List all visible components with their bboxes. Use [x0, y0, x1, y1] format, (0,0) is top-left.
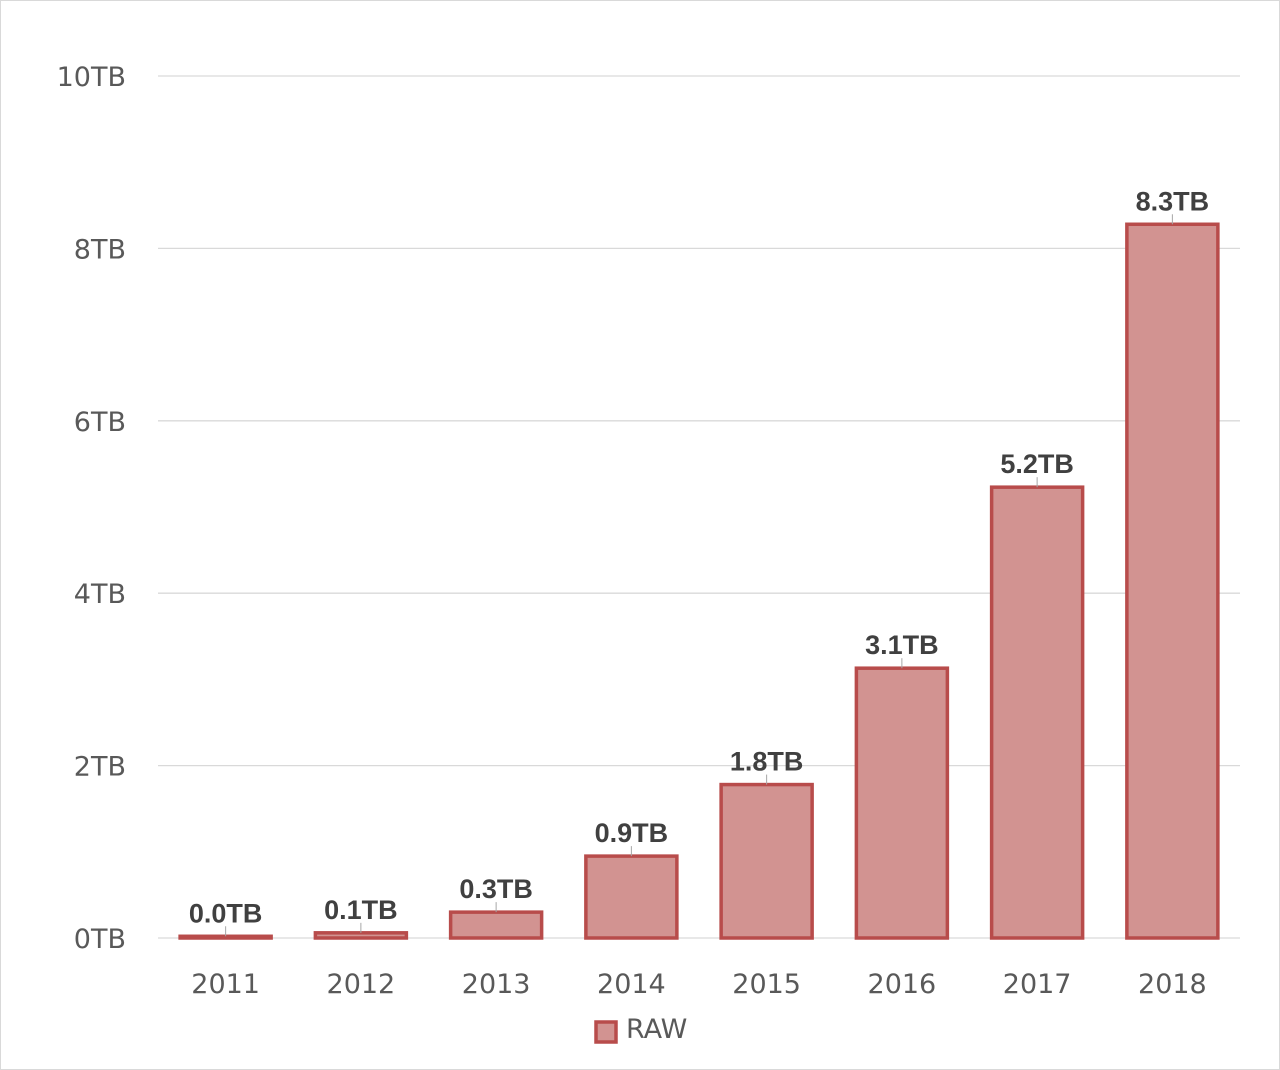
bars — [178, 222, 1220, 940]
bar-2018 — [1125, 222, 1220, 940]
y-tick-label: 0TB — [74, 924, 126, 955]
data-labels: 0.0TB 0.1TB 0.3TB 0.9TB 1.8TB 3.1TB 5.2TB 8.3TB — [189, 186, 1210, 937]
y-tick-label: 6TB — [74, 407, 126, 438]
x-tick-label: 2015 — [732, 969, 801, 1000]
bar-2012 — [313, 931, 409, 940]
data-label-2011: 0.0TB — [189, 898, 263, 928]
data-label-2012: 0.1TB — [324, 895, 398, 925]
y-tick-label: 10TB — [57, 62, 126, 93]
data-label-2016: 3.1TB — [865, 630, 939, 660]
x-tick-label: 2013 — [462, 969, 531, 1000]
data-label-2013: 0.3TB — [459, 874, 533, 904]
x-tick-label: 2016 — [868, 969, 937, 1000]
bar-2015 — [719, 782, 814, 940]
bar-2014 — [584, 854, 679, 940]
data-label-2018: 8.3TB — [1136, 186, 1210, 216]
data-label-2015: 1.8TB — [730, 747, 804, 777]
bar-2011 — [178, 934, 273, 940]
data-label-2017: 5.2TB — [1000, 449, 1074, 479]
y-axis-ticks: 0TB 2TB 4TB 6TB 8TB 10TB — [57, 62, 126, 955]
bar-2013 — [448, 910, 544, 940]
legend: RAW — [594, 1014, 687, 1045]
x-tick-label: 2017 — [1003, 969, 1072, 1000]
y-tick-label: 4TB — [74, 579, 126, 610]
legend-label-raw: RAW — [626, 1014, 687, 1045]
bar-2017 — [989, 485, 1085, 940]
bar-2016 — [854, 666, 950, 940]
x-tick-label: 2012 — [327, 969, 396, 1000]
x-tick-label: 2018 — [1138, 969, 1207, 1000]
y-tick-label: 8TB — [74, 234, 126, 265]
x-tick-label: 2011 — [191, 969, 260, 1000]
y-tick-label: 2TB — [74, 752, 126, 783]
x-tick-label: 2014 — [597, 969, 666, 1000]
legend-swatch-raw — [594, 1020, 618, 1044]
x-axis-ticks: 2011 2012 2013 2014 2015 2016 2017 2018 — [191, 969, 1206, 1000]
data-label-2014: 0.9TB — [595, 818, 669, 848]
